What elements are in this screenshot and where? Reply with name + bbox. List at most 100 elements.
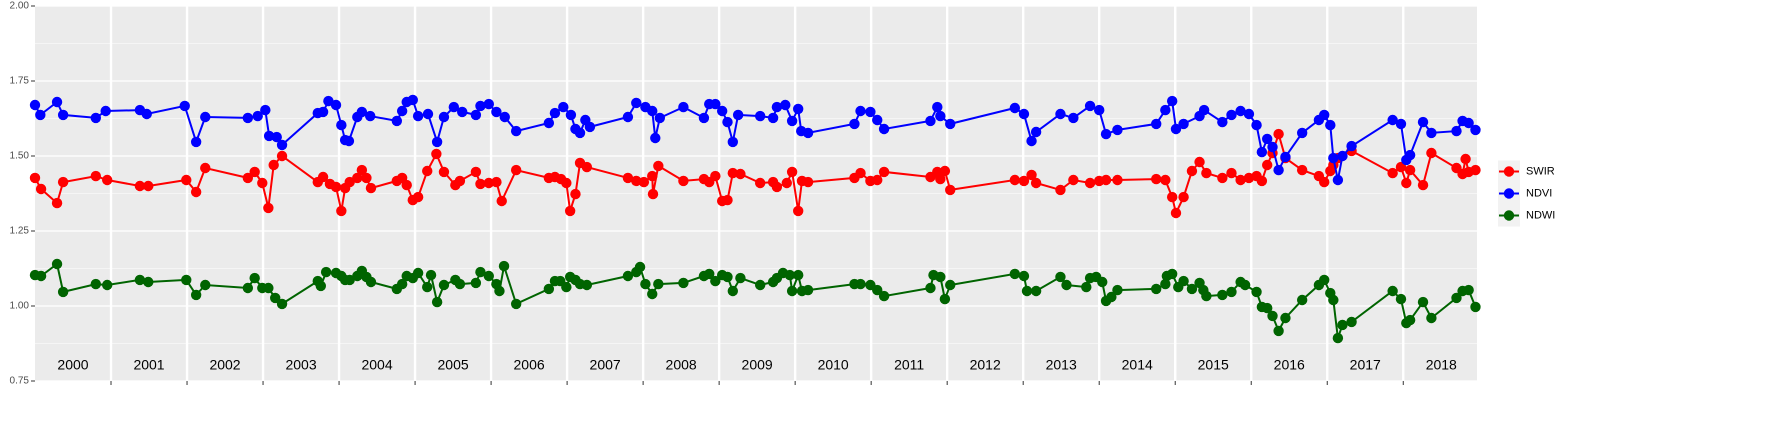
data-point — [1261, 302, 1273, 314]
data-point — [754, 110, 766, 122]
data-point — [1021, 285, 1033, 297]
data-point — [678, 277, 689, 289]
data-point — [391, 115, 403, 127]
data-point — [143, 180, 154, 192]
data-point — [716, 105, 728, 117]
data-point — [849, 118, 860, 130]
data-point — [935, 110, 946, 122]
data-point — [1160, 278, 1171, 290]
legend-label: SWIR — [1526, 165, 1555, 177]
data-point — [561, 177, 572, 189]
year-label: 2008 — [666, 357, 697, 373]
data-point — [242, 112, 254, 124]
data-point — [1106, 291, 1117, 303]
data-point — [945, 118, 956, 130]
data-point — [647, 288, 658, 300]
data-point — [1261, 159, 1273, 171]
data-point — [1251, 286, 1262, 298]
data-point — [1251, 119, 1262, 131]
year-label: 2018 — [1426, 357, 1457, 373]
data-point — [939, 293, 951, 305]
data-point — [249, 166, 260, 178]
data-point — [1319, 274, 1330, 286]
data-point — [872, 284, 883, 296]
data-point — [1463, 284, 1474, 296]
data-point — [1346, 140, 1357, 152]
data-point — [543, 117, 555, 129]
data-point — [475, 178, 486, 190]
data-point — [242, 172, 254, 184]
data-point — [802, 284, 814, 296]
data-point — [90, 112, 102, 124]
data-point — [1166, 95, 1178, 107]
data-point — [1068, 112, 1079, 124]
data-point — [786, 166, 798, 178]
data-point — [925, 115, 936, 127]
data-point — [57, 286, 69, 298]
legend-label: NDVI — [1526, 187, 1552, 199]
data-point — [678, 175, 689, 187]
y-tick-label: 1.00 — [10, 301, 30, 312]
legend-point — [1503, 188, 1515, 199]
data-point — [543, 283, 555, 295]
data-point — [51, 96, 63, 108]
data-point — [1417, 296, 1429, 308]
data-point — [698, 112, 710, 124]
data-point — [491, 176, 502, 188]
data-point — [735, 168, 746, 180]
data-point — [1178, 275, 1189, 287]
data-point — [1261, 133, 1273, 145]
data-point — [1463, 117, 1474, 129]
data-point — [1009, 174, 1021, 186]
data-point — [431, 296, 443, 308]
year-label: 2006 — [514, 357, 545, 373]
data-point — [1325, 119, 1336, 131]
year-label: 2014 — [1122, 357, 1153, 373]
data-point — [1100, 174, 1112, 186]
year-label: 2013 — [1046, 357, 1077, 373]
data-point — [939, 165, 951, 177]
data-point — [344, 176, 355, 188]
data-point — [1160, 104, 1171, 116]
data-point — [276, 150, 288, 162]
data-point — [1030, 126, 1042, 138]
data-point — [263, 282, 274, 294]
data-point — [263, 202, 274, 214]
data-point — [647, 170, 658, 182]
data-point — [483, 177, 495, 189]
data-point — [1417, 179, 1429, 191]
data-point — [945, 184, 956, 196]
data-point — [1160, 174, 1171, 186]
legend-label: NDWI — [1526, 209, 1555, 221]
data-point — [470, 109, 482, 121]
data-point — [365, 276, 377, 288]
data-point — [1084, 177, 1096, 189]
data-point — [631, 97, 642, 109]
data-point — [1170, 207, 1182, 219]
data-point — [271, 131, 282, 143]
y-tick-label: 2.00 — [10, 1, 30, 12]
data-point — [1112, 124, 1123, 136]
data-point — [454, 175, 466, 187]
data-point — [475, 100, 486, 112]
data-point — [622, 172, 634, 184]
data-point — [356, 106, 368, 118]
data-point — [1166, 191, 1178, 203]
data-point — [1243, 108, 1255, 120]
data-point — [1395, 118, 1407, 130]
data-point — [767, 112, 779, 124]
data-point — [570, 188, 581, 200]
data-point — [102, 279, 113, 291]
data-point — [134, 274, 146, 286]
data-point — [647, 105, 658, 117]
data-point — [638, 176, 650, 188]
data-point — [1198, 104, 1210, 116]
data-point — [396, 105, 408, 117]
data-point — [561, 281, 572, 293]
data-point — [865, 106, 876, 118]
data-point — [647, 188, 659, 200]
data-point — [1404, 314, 1416, 326]
data-point — [710, 275, 721, 287]
data-point — [134, 180, 146, 192]
year-label: 2003 — [285, 357, 316, 373]
